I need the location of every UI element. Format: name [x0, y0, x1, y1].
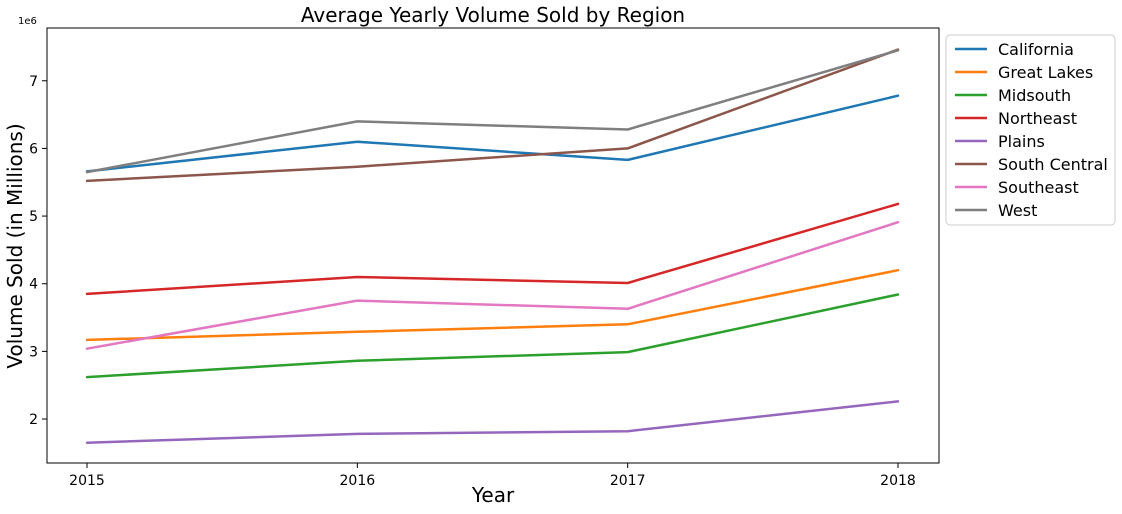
chart-title: Average Yearly Volume Sold by Region [301, 3, 685, 27]
series-line-northeast [85, 202, 900, 296]
legend-frame [945, 34, 1116, 226]
legend-label-california: California [998, 40, 1074, 59]
series-line-california [85, 94, 900, 173]
legend-label-south-central: South Central [998, 155, 1108, 174]
series-line-south-central [85, 48, 900, 183]
y-tick-label: 2 [29, 412, 38, 428]
x-tick-label: 2015 [69, 473, 105, 489]
y-tick-label: 3 [29, 344, 38, 360]
y-axis: 2 3 4 5 6 7 [29, 74, 47, 428]
y-axis-label: Volume Sold (in Millions) [3, 123, 27, 368]
series-line-west [85, 49, 900, 174]
y-tick-label: 5 [29, 209, 38, 225]
series-line-midsouth [85, 293, 900, 379]
y-tick-label: 4 [29, 277, 38, 293]
x-axis: 2015 2016 2017 2018 [69, 463, 916, 489]
series-line-plains [85, 400, 900, 444]
x-tick-label: 2017 [610, 473, 646, 489]
series-line-southeast [85, 220, 900, 350]
plot-area-frame [46, 27, 940, 464]
y-tick-label: 6 [29, 141, 38, 157]
legend-label-plains: Plains [998, 132, 1045, 151]
legend-label-southeast: Southeast [998, 178, 1079, 197]
x-axis-label: Year [471, 483, 515, 507]
legend: California Great Lakes Midsouth Northeast Pl… [945, 34, 1116, 226]
x-tick-label: 2016 [340, 473, 376, 489]
y-axis-scale-label: 1e6 [18, 16, 37, 27]
y-tick-label: 7 [29, 74, 38, 90]
legend-label-great-lakes: Great Lakes [998, 63, 1093, 82]
series-lines [85, 48, 900, 444]
legend-label-midsouth: Midsouth [998, 86, 1071, 105]
series-line-great-lakes [85, 268, 900, 342]
legend-label-west: West [998, 201, 1037, 220]
x-tick-label: 2018 [880, 473, 916, 489]
legend-label-northeast: Northeast [998, 109, 1077, 128]
